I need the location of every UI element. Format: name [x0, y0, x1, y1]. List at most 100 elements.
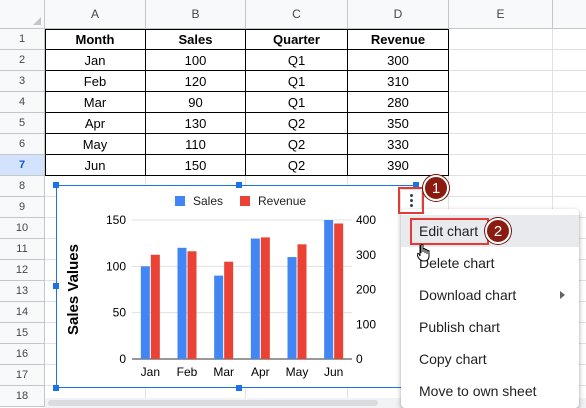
row-header-2[interactable]: 2: [0, 50, 45, 71]
resize-handle[interactable]: [413, 182, 419, 188]
resize-handle[interactable]: [236, 182, 242, 188]
row-header-7[interactable]: 7: [0, 155, 45, 176]
menu-item-move-to-own-sheet[interactable]: Move to own sheet: [401, 375, 579, 407]
table-cell[interactable]: Q1: [246, 71, 348, 92]
row-header-1[interactable]: 1: [0, 29, 45, 50]
table-cell[interactable]: [449, 176, 553, 197]
table-cell[interactable]: [553, 176, 586, 197]
row-header-12[interactable]: 12: [0, 260, 45, 281]
row-header-4[interactable]: 4: [0, 92, 45, 113]
table-cell[interactable]: Q2: [246, 134, 348, 155]
row-header-3[interactable]: 3: [0, 71, 45, 92]
table-cell[interactable]: [449, 50, 553, 71]
menu-item-label: Edit chart: [419, 223, 479, 239]
menu-item-label: Delete chart: [419, 255, 495, 271]
column-header-f[interactable]: [553, 0, 586, 29]
x-tick-label: Feb: [177, 365, 198, 379]
table-cell[interactable]: [449, 113, 553, 134]
bar-sales-jun: [324, 220, 334, 359]
table-cell[interactable]: 120: [146, 71, 246, 92]
row-header-9[interactable]: 9: [0, 197, 45, 218]
table-cell[interactable]: 130: [146, 113, 246, 134]
legend-swatch-revenue: [240, 196, 250, 206]
row-header-16[interactable]: 16: [0, 344, 45, 365]
chart-more-options-icon[interactable]: [400, 189, 422, 211]
table-header-cell[interactable]: Quarter: [246, 29, 348, 50]
row-header-13[interactable]: 13: [0, 281, 45, 302]
table-header-cell[interactable]: Month: [45, 29, 146, 50]
table-cell[interactable]: [449, 29, 553, 50]
table-cell[interactable]: [553, 29, 586, 50]
y2-tick-label: 200: [356, 283, 376, 297]
hand-cursor-icon: [417, 244, 430, 262]
bar-sales-mar: [214, 275, 224, 359]
table-cell[interactable]: 310: [348, 71, 449, 92]
menu-item-label: Publish chart: [419, 319, 500, 335]
menu-item-copy-chart[interactable]: Copy chart: [401, 343, 579, 375]
column-header-e[interactable]: E: [449, 0, 553, 29]
table-cell[interactable]: Jan: [45, 50, 146, 71]
table-cell[interactable]: 100: [146, 50, 246, 71]
row-header-15[interactable]: 15: [0, 323, 45, 344]
horizontal-scrollbar[interactable]: [45, 398, 586, 408]
menu-item-download-chart[interactable]: Download chart: [401, 279, 579, 311]
menu-item-delete-chart[interactable]: Delete chart: [401, 247, 579, 279]
table-cell[interactable]: 280: [348, 92, 449, 113]
table-cell[interactable]: 110: [146, 134, 246, 155]
table-cell[interactable]: [449, 134, 553, 155]
table-cell[interactable]: [553, 155, 586, 176]
menu-item-label: Copy chart: [419, 351, 487, 367]
row-header-6[interactable]: 6: [0, 134, 45, 155]
row-header-8[interactable]: 8: [0, 176, 45, 197]
table-cell[interactable]: Jun: [45, 155, 146, 176]
table-cell[interactable]: [553, 134, 586, 155]
y2-tick-label: 300: [356, 248, 376, 262]
table-cell[interactable]: [553, 71, 586, 92]
y-tick-label: 0: [119, 352, 126, 366]
table-cell[interactable]: 350: [348, 113, 449, 134]
table-cell[interactable]: Q2: [246, 113, 348, 134]
table-cell[interactable]: 300: [348, 50, 449, 71]
table-cell[interactable]: [553, 50, 586, 71]
row-header-14[interactable]: 14: [0, 302, 45, 323]
bar-revenue-mar: [224, 261, 234, 359]
table-cell[interactable]: Q1: [246, 50, 348, 71]
table-cell[interactable]: [449, 71, 553, 92]
table-cell[interactable]: 150: [146, 155, 246, 176]
legend-label-sales: Sales: [193, 194, 223, 208]
table-cell[interactable]: May: [45, 134, 146, 155]
table-cell[interactable]: Mar: [45, 92, 146, 113]
table-header-cell[interactable]: Sales: [146, 29, 246, 50]
menu-item-publish-chart[interactable]: Publish chart: [401, 311, 579, 343]
embedded-chart[interactable]: 0 50 100 150 0 100 200 300 400 Sales Values Jan Feb…: [56, 185, 416, 388]
table-cell[interactable]: Apr: [45, 113, 146, 134]
column-header-c[interactable]: C: [246, 0, 348, 29]
row-header-5[interactable]: 5: [0, 113, 45, 134]
row-header-18[interactable]: 18: [0, 386, 45, 407]
column-header-b[interactable]: B: [146, 0, 246, 29]
resize-handle[interactable]: [53, 283, 59, 289]
table-cell[interactable]: [449, 92, 553, 113]
table-cell[interactable]: [553, 113, 586, 134]
resize-handle[interactable]: [53, 385, 59, 391]
table-cell[interactable]: [449, 155, 553, 176]
menu-item-label: Move to own sheet: [419, 383, 537, 399]
column-header-a[interactable]: A: [45, 0, 146, 29]
table-header-cell[interactable]: Revenue: [348, 29, 449, 50]
table-cell[interactable]: Q2: [246, 155, 348, 176]
row-header-10[interactable]: 10: [0, 218, 45, 239]
row-header-17[interactable]: 17: [0, 365, 45, 386]
resize-handle[interactable]: [53, 182, 59, 188]
row-header-11[interactable]: 11: [0, 239, 45, 260]
table-cell[interactable]: 330: [348, 134, 449, 155]
x-tick-label: Apr: [251, 365, 270, 379]
table-cell[interactable]: Feb: [45, 71, 146, 92]
column-header-d[interactable]: D: [348, 0, 449, 29]
table-cell[interactable]: 90: [146, 92, 246, 113]
scrollbar-thumb[interactable]: [48, 400, 378, 406]
table-cell[interactable]: [553, 92, 586, 113]
table-cell[interactable]: 390: [348, 155, 449, 176]
table-cell[interactable]: Q1: [246, 92, 348, 113]
resize-handle[interactable]: [236, 385, 242, 391]
select-all-corner[interactable]: [0, 0, 45, 29]
